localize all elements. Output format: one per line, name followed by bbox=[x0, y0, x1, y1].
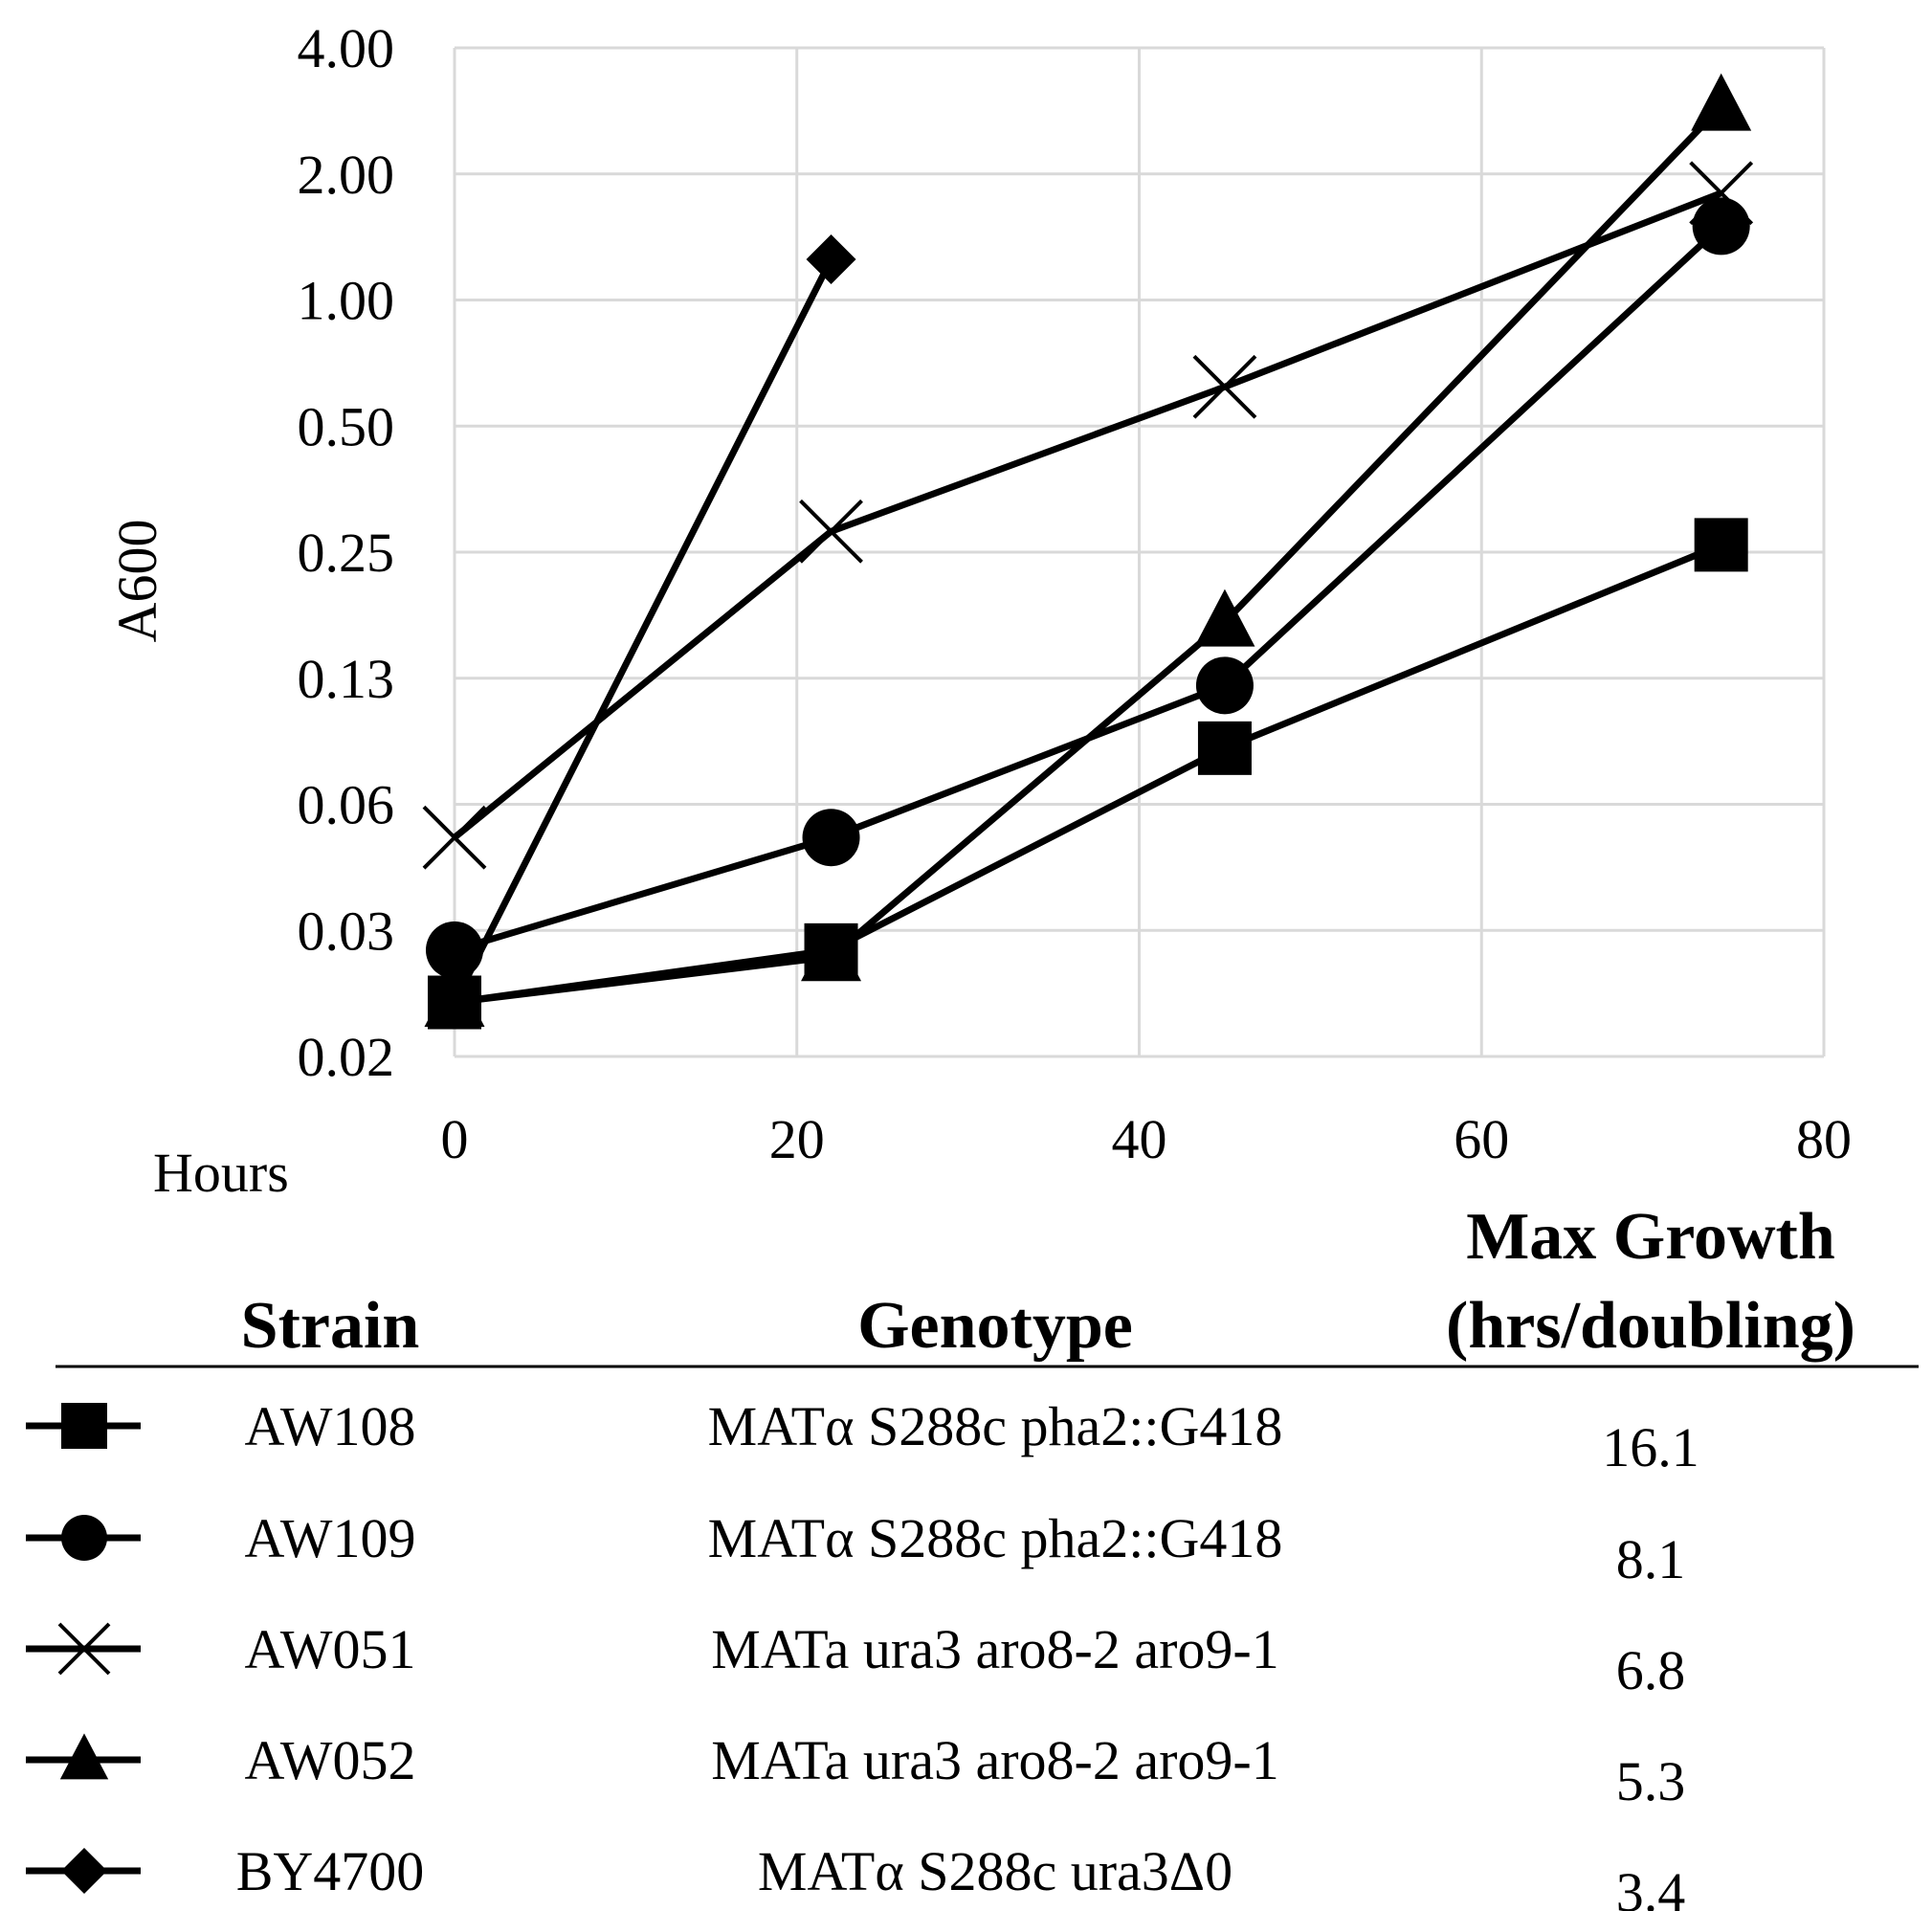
x-tick-label: 0 bbox=[441, 1108, 469, 1170]
data-point-square bbox=[1694, 518, 1748, 572]
data-point-circle bbox=[426, 921, 483, 979]
strain-cell: AW052 bbox=[245, 1729, 416, 1791]
legend-marker-square bbox=[61, 1403, 107, 1449]
genotype-cell: MATa ura3 aro8-2 aro9-1 bbox=[711, 1618, 1278, 1680]
strain-cell: AW109 bbox=[245, 1507, 416, 1569]
x-tick-label: 80 bbox=[1796, 1108, 1852, 1170]
legend-marker-triangle bbox=[59, 1733, 109, 1780]
growth-cell: 6.8 bbox=[1616, 1639, 1686, 1701]
y-tick-label: 0.50 bbox=[298, 395, 395, 457]
data-point-circle bbox=[1692, 197, 1750, 256]
growth-cell: 5.3 bbox=[1616, 1750, 1686, 1812]
data-point-diamond bbox=[430, 977, 479, 1028]
grid-lines bbox=[453, 46, 1826, 1058]
y-tick-label: 0.13 bbox=[298, 648, 395, 710]
header-growth-line1: Max Growth bbox=[1466, 1200, 1835, 1274]
legend-marker-cross bbox=[57, 1622, 111, 1676]
strain-cell: AW051 bbox=[245, 1618, 416, 1680]
genotype-cell: MATa ura3 aro8-2 aro9-1 bbox=[711, 1729, 1278, 1791]
data-point-diamond bbox=[806, 234, 856, 285]
data-point-triangle bbox=[1194, 589, 1255, 647]
x-tick-label: 20 bbox=[769, 1108, 825, 1170]
y-tick-label: 2.00 bbox=[298, 144, 395, 206]
strain-cell: AW108 bbox=[245, 1395, 416, 1457]
series-AW109 bbox=[426, 197, 1750, 979]
legend-marker-circle bbox=[61, 1515, 107, 1561]
data-point-circle bbox=[1195, 656, 1254, 715]
y-tick-label: 1.00 bbox=[298, 270, 395, 332]
data-point-cross bbox=[1192, 354, 1257, 419]
x-axis-title: Hours bbox=[153, 1142, 289, 1204]
y-tick-label: 0.06 bbox=[298, 774, 395, 836]
y-tick-label: 0.25 bbox=[298, 522, 395, 584]
x-tick-label: 40 bbox=[1112, 1108, 1167, 1170]
series-lines bbox=[422, 73, 1754, 1030]
data-point-cross bbox=[422, 805, 487, 870]
series-line bbox=[453, 223, 1724, 954]
y-tick-label: 0.02 bbox=[298, 1026, 395, 1088]
growth-cell: 3.4 bbox=[1616, 1861, 1686, 1911]
series-line bbox=[454, 542, 1723, 1006]
genotype-cell: MATα S288c pha2::G418 bbox=[708, 1507, 1283, 1569]
growth-cell: 8.1 bbox=[1616, 1528, 1686, 1590]
table-row: BY4700 MATα S288c ura3Δ0 3.4 bbox=[26, 1840, 1685, 1911]
genotype-cell: MATα S288c pha2::G418 bbox=[708, 1395, 1283, 1457]
header-strain: Strain bbox=[241, 1289, 420, 1363]
data-point-square bbox=[1197, 721, 1252, 775]
x-tick-label: 60 bbox=[1454, 1108, 1509, 1170]
table-row: AW051 MATa ura3 aro8-2 aro9-1 6.8 bbox=[26, 1618, 1685, 1701]
series-AW052 bbox=[424, 73, 1752, 1028]
y-tick-label: 4.00 bbox=[298, 17, 395, 79]
header-genotype: Genotype bbox=[857, 1289, 1133, 1363]
data-point-circle bbox=[802, 809, 860, 867]
series-line bbox=[452, 189, 1722, 840]
table-row: AW109 MATα S288c pha2::G418 8.1 bbox=[26, 1507, 1685, 1590]
header-growth-line2: (hrs/doubling) bbox=[1446, 1289, 1855, 1363]
table-row: AW052 MATa ura3 aro8-2 aro9-1 5.3 bbox=[26, 1729, 1685, 1812]
x-tick-labels: 0 20 40 60 80 bbox=[441, 1108, 1853, 1170]
series-AW051 bbox=[422, 161, 1754, 870]
legend-marker-diamond bbox=[61, 1848, 107, 1894]
growth-cell: 16.1 bbox=[1602, 1416, 1699, 1478]
genotype-cell: MATα S288c ura3Δ0 bbox=[758, 1840, 1232, 1902]
table-row: AW108 MATα S288c pha2::G418 16.1 bbox=[26, 1395, 1699, 1478]
series-BY4700 bbox=[430, 234, 856, 1028]
data-point-triangle bbox=[1691, 73, 1752, 131]
data-point-cross bbox=[799, 499, 863, 564]
strain-table: Strain Genotype Max Growth (hrs/doubling… bbox=[26, 1200, 1919, 1911]
series-line bbox=[451, 257, 834, 1005]
y-axis-title: A600 bbox=[106, 520, 168, 643]
y-tick-labels: 4.00 2.00 1.00 0.50 0.25 0.13 0.06 0.03 0.02 bbox=[298, 17, 395, 1088]
series-line bbox=[454, 103, 1724, 1006]
data-point-triangle bbox=[801, 923, 862, 982]
strain-cell: BY4700 bbox=[236, 1840, 425, 1902]
y-tick-label: 0.03 bbox=[298, 900, 395, 962]
data-point-cross bbox=[1689, 161, 1754, 226]
series-AW108 bbox=[428, 518, 1748, 1030]
